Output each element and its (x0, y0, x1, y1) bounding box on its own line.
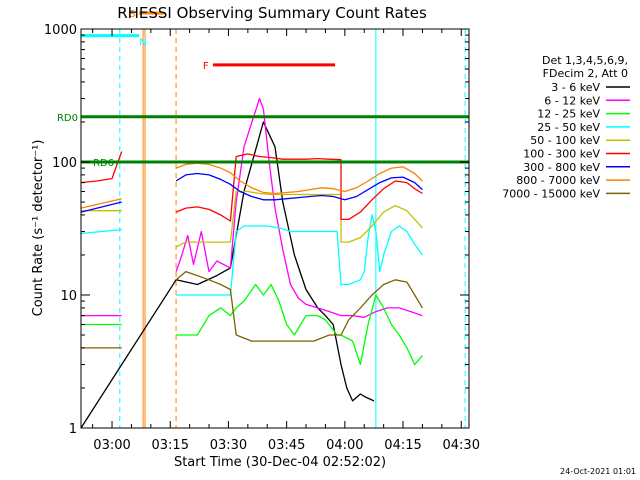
legend-label-8: 7000 - 15000 keV (502, 187, 600, 200)
x-tick-label-4: 04:00 (326, 438, 363, 453)
legend-label-5: 100 - 300 keV (523, 148, 600, 161)
x-tick-label-2: 03:30 (210, 438, 247, 453)
y-tick-label-0: 1 (69, 422, 77, 437)
flag-label-rd0: RD0 (57, 113, 78, 124)
y-tick-label-2: 100 (52, 156, 77, 171)
flag-label-s: S (129, 9, 135, 20)
y-tick-label-3: 1000 (44, 23, 77, 38)
x-tick-label-0: 03:00 (93, 438, 130, 453)
x-tick-label-3: 03:45 (268, 438, 305, 453)
axis-ticks: 03:00 03:15 03:30 03:45 04:00 04:15 04:30 1 10 10… (44, 23, 480, 453)
flag-label-n: N (139, 38, 146, 49)
plot-frame (80, 28, 470, 429)
legend-label-0: 3 - 6 keV (551, 81, 600, 94)
legend-label-1: 6 - 12 keV (544, 94, 600, 107)
legend-label-6: 300 - 800 keV (523, 161, 600, 174)
series-line-7 (80, 162, 423, 209)
series-line-5 (80, 151, 423, 222)
date-stamp: 24-Oct-2021 01:01 (560, 467, 636, 476)
x-tick-label-6: 04:30 (443, 438, 480, 453)
legend-label-3: 25 - 50 keV (537, 121, 600, 134)
legend-label-7: 800 - 7000 keV (516, 174, 600, 187)
series-line-8 (81, 270, 423, 349)
legend-header-1: Det 1,3,4,5,6,9, (542, 54, 628, 67)
y-tick-label-1: 10 (60, 289, 77, 304)
flag-label-rd6: RD6 (93, 158, 114, 169)
x-axis-label: Start Time (30-Dec-04 02:52:02) (174, 455, 386, 470)
plot-layer: S N F RD0 RD6 (57, 9, 469, 429)
series-line-1 (81, 97, 423, 318)
flag-label-f: F (203, 61, 209, 72)
y-axis-label: Count Rate (s⁻¹ detector⁻¹) (31, 140, 46, 317)
legend-label-2: 12 - 25 keV (537, 108, 600, 121)
x-tick-label-5: 04:15 (384, 438, 421, 453)
legend-header-2: FDecim 2, Att 0 (543, 67, 628, 80)
legend-label-4: 50 - 100 keV (530, 134, 600, 147)
series-line-6 (80, 172, 423, 213)
series-line-0 (80, 121, 375, 429)
chart-title: RHESSI Observing Summary Count Rates (117, 4, 427, 22)
series-line-3 (80, 214, 423, 296)
x-tick-label-1: 03:15 (152, 438, 189, 453)
